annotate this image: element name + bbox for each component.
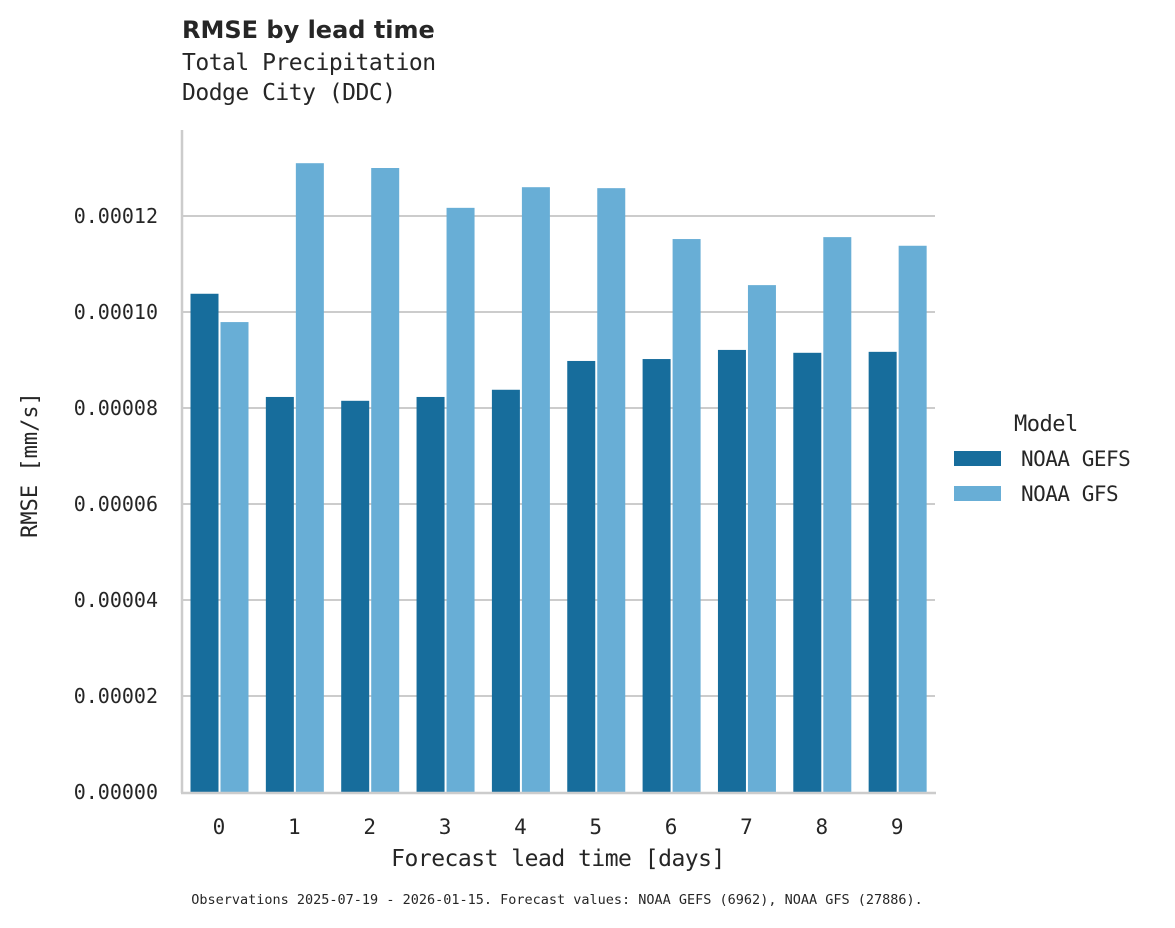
- x-tick-label: 2: [363, 815, 376, 839]
- chart-title: RMSE by lead time: [182, 16, 435, 44]
- bar-gefs: [265, 396, 294, 792]
- x-tick-label: 1: [288, 815, 301, 839]
- x-tick-label: 4: [514, 815, 527, 839]
- bar-gfs: [220, 322, 249, 792]
- legend: Model NOAA GEFS NOAA GFS: [954, 412, 1131, 507]
- legend-swatch-gfs: [954, 486, 1001, 501]
- bar-gfs: [898, 245, 927, 792]
- bar-gfs: [295, 163, 324, 792]
- x-tick-label: 9: [891, 815, 904, 839]
- x-tick-label: 3: [439, 815, 452, 839]
- legend-item-gfs: NOAA GFS: [954, 480, 1130, 507]
- chart-subtitle-variable: Total Precipitation: [182, 50, 436, 76]
- bar-gfs: [672, 239, 701, 793]
- legend-title: Model: [1014, 412, 1078, 437]
- x-tick-label: 7: [740, 815, 753, 839]
- bars: [190, 163, 927, 793]
- legend-label-gefs: NOAA GEFS: [1021, 446, 1131, 471]
- legend-item-gefs: NOAA GEFS: [954, 445, 1131, 472]
- y-axis-label: RMSE [mm/s]: [18, 392, 43, 538]
- y-tick-labels: 0.00000 0.00002 0.00004 0.00006 0.00008 0.000…: [74, 204, 158, 804]
- x-tick-label: 0: [213, 815, 226, 839]
- y-tick-label: 0.00012: [74, 204, 158, 228]
- y-tick-label: 0.00008: [74, 396, 158, 420]
- axes: [180, 130, 936, 795]
- y-tick-label: 0.00004: [74, 588, 158, 612]
- bar-gefs: [793, 352, 822, 792]
- bar-gefs: [416, 396, 445, 792]
- bar-gfs: [446, 207, 475, 793]
- legend-label-gfs: NOAA GFS: [1021, 481, 1119, 506]
- bar-gefs: [567, 360, 596, 792]
- bar-gefs: [491, 389, 520, 792]
- y-tick-label: 0.00006: [74, 492, 158, 516]
- x-tick-labels: 0 1 2 3 4 5 6 7 8 9: [213, 815, 904, 839]
- bar-gefs: [868, 351, 897, 792]
- x-tick-label: 6: [665, 815, 678, 839]
- bar-gfs: [371, 168, 400, 792]
- bar-gefs: [717, 349, 746, 792]
- bar-gfs: [823, 237, 852, 792]
- y-tick-label: 0.00010: [74, 300, 158, 324]
- bar-gefs: [642, 359, 671, 792]
- x-tick-label: 8: [815, 815, 828, 839]
- y-tick-label: 0.00002: [74, 684, 158, 708]
- gridlines: [182, 215, 935, 697]
- bar-gfs: [747, 285, 776, 792]
- bar-gefs: [341, 400, 370, 792]
- bar-gefs: [190, 293, 219, 792]
- bar-gfs: [521, 187, 550, 792]
- x-axis-label: Forecast lead time [days]: [391, 846, 725, 872]
- y-tick-label: 0.00000: [74, 780, 158, 804]
- x-tick-label: 5: [589, 815, 602, 839]
- legend-swatch-gefs: [954, 451, 1001, 466]
- footnote: Observations 2025-07-19 - 2026-01-15. Fo…: [191, 892, 923, 908]
- bar-gfs: [597, 188, 626, 792]
- chart-subtitle-station: Dodge City (DDC): [182, 80, 396, 106]
